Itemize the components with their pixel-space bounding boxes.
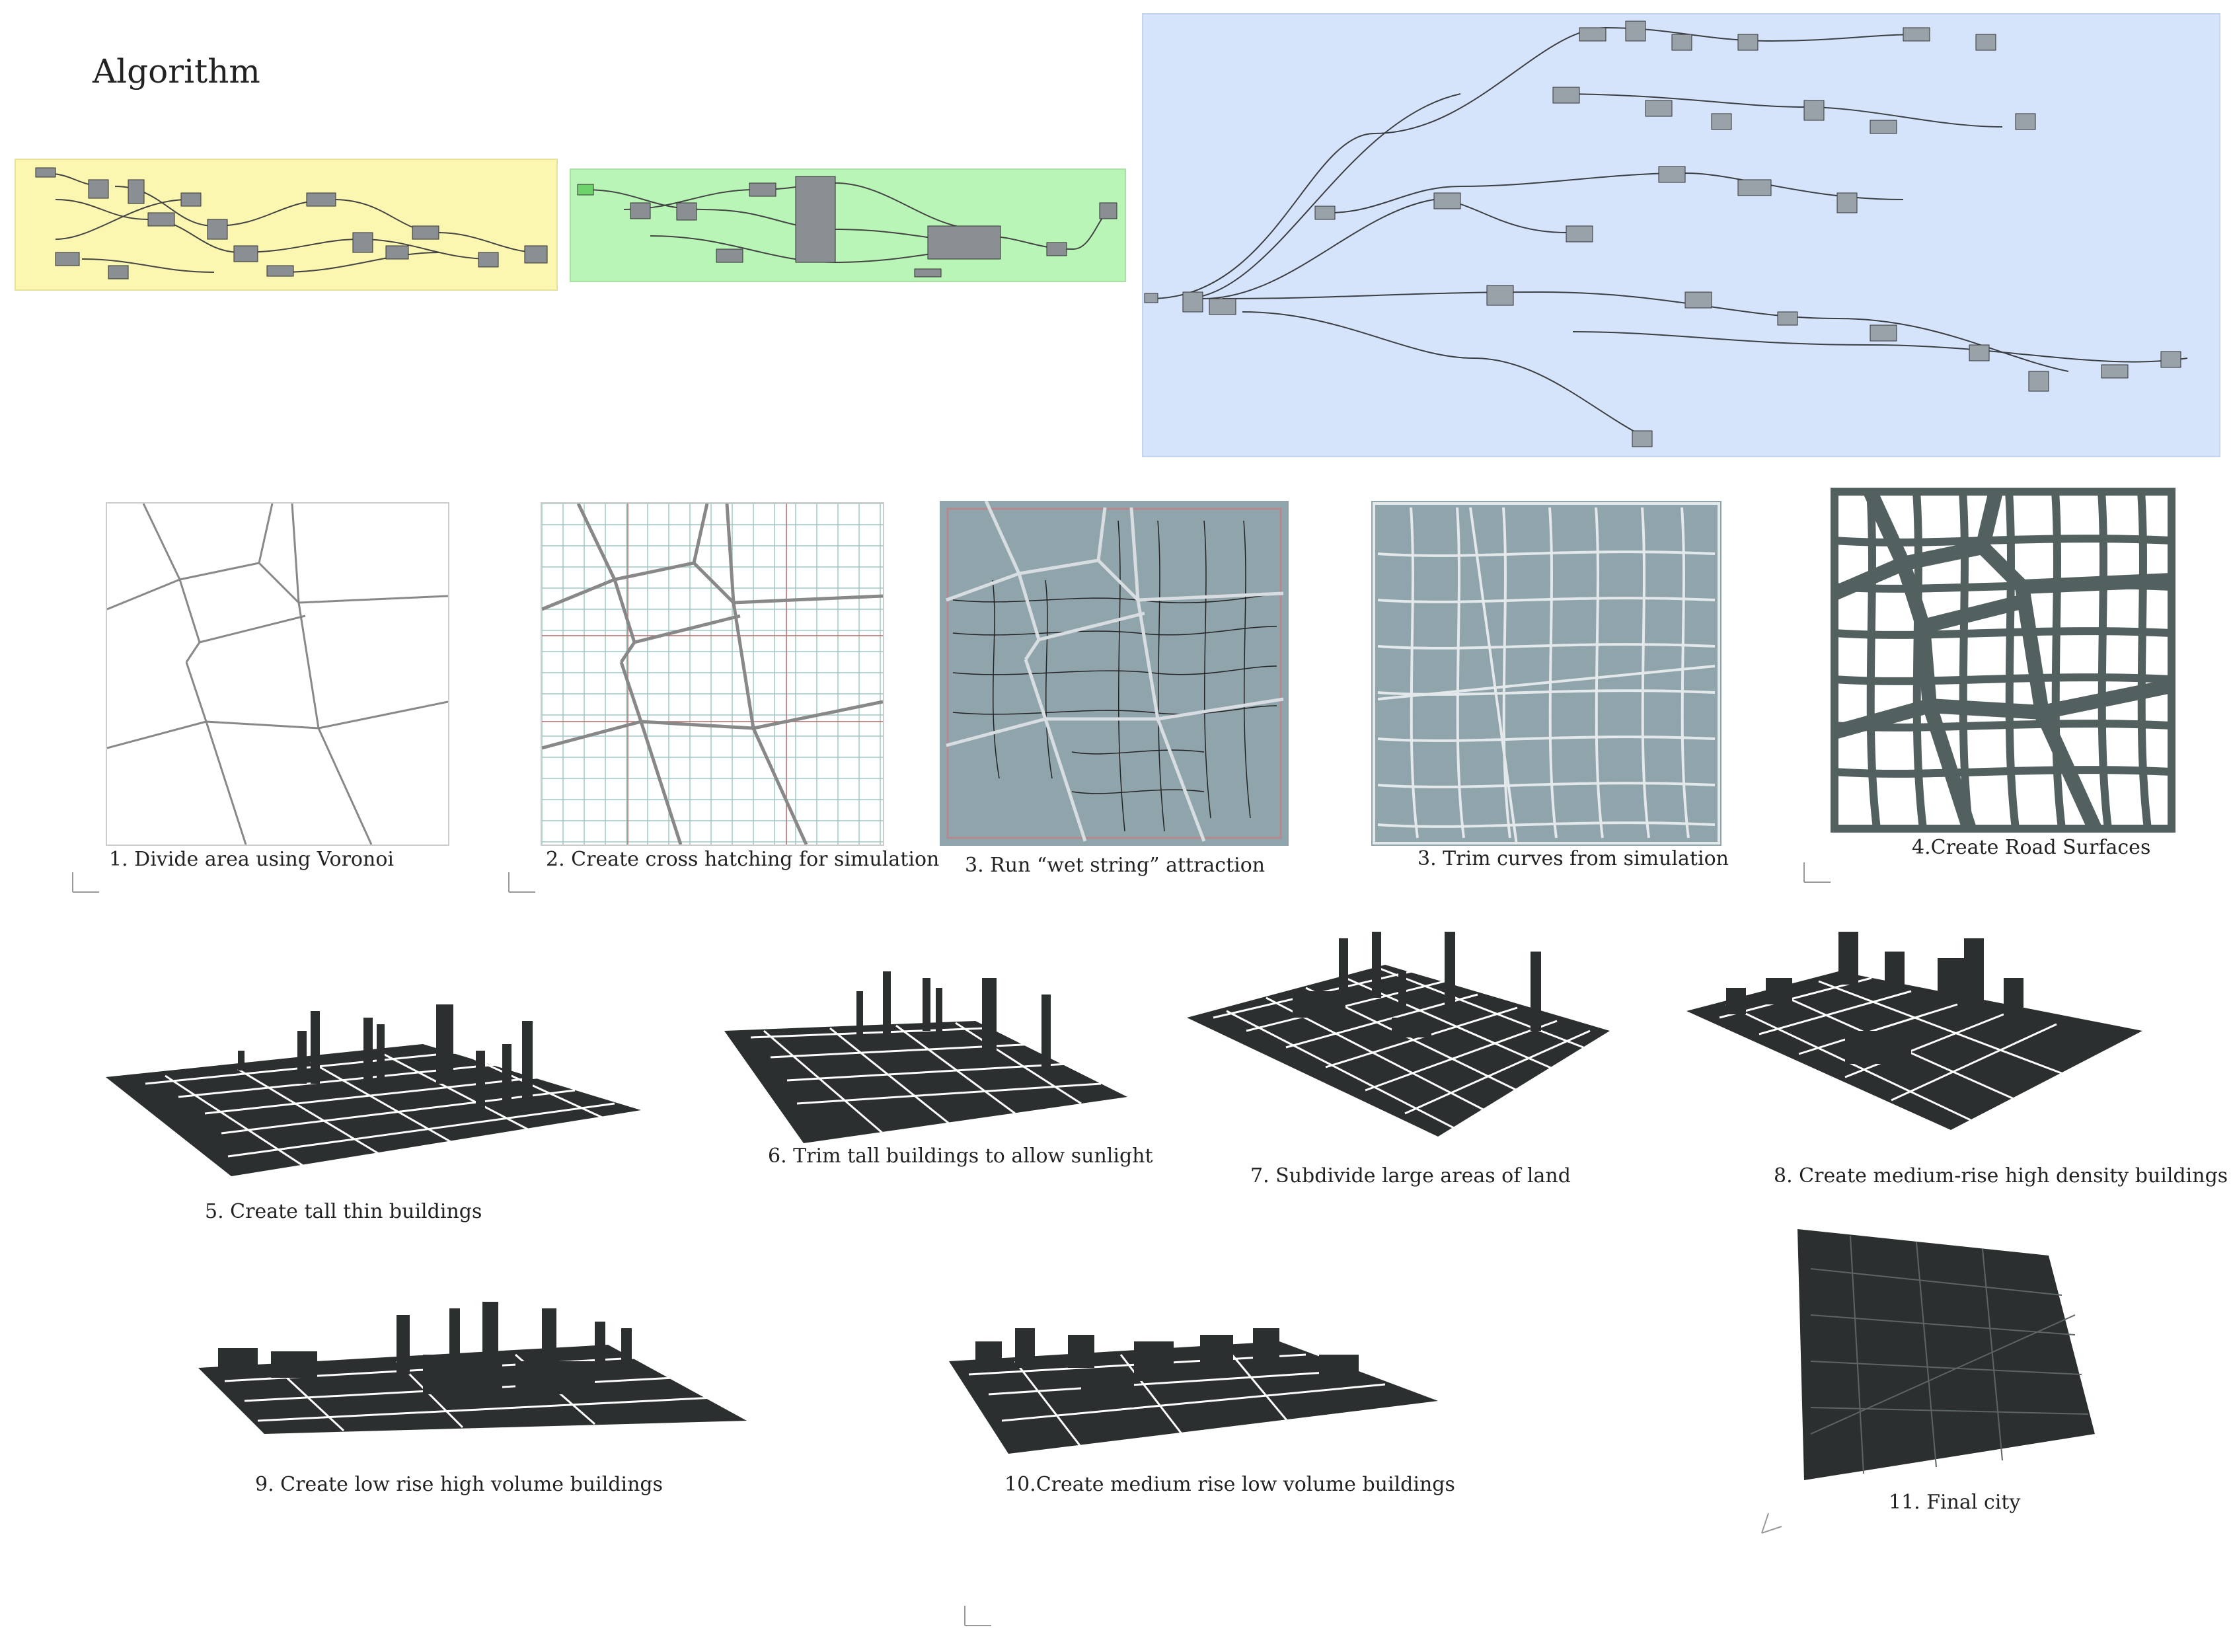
step-5-caption: 5. Create tall thin buildings — [205, 1200, 482, 1223]
step-11-caption: 11. Final city — [1889, 1491, 2021, 1514]
node-graph-green-group[interactable] — [570, 169, 1126, 282]
step-3-trim-curves-thumbnail — [1371, 501, 1721, 846]
node-graph-yellow-svg — [35, 167, 548, 280]
step-11-final-city-thumbnail — [1784, 1216, 2101, 1480]
step-1-caption: 1. Divide area using Voronoi — [109, 848, 394, 871]
step-8-caption: 8. Create medium-rise high density build… — [1774, 1164, 2228, 1187]
step-5-tall-thin-buildings-thumbnail — [106, 991, 648, 1189]
step-10-medium-rise-low-volume-thumbnail — [949, 1322, 1438, 1460]
node-graph-green-svg — [577, 176, 1117, 278]
step-6-caption: 6. Trim tall buildings to allow sunlight — [768, 1145, 1153, 1168]
axis-gizmo-icon — [66, 866, 106, 899]
step-9-caption: 9. Create low rise high volume buildings — [255, 1473, 663, 1496]
step-2-cross-hatching-thumbnail — [541, 502, 884, 846]
step-3-wet-string-thumbnail — [940, 501, 1289, 846]
node-graph-yellow-group[interactable] — [15, 159, 558, 291]
step-8-medium-rise-high-density-thumbnail — [1686, 925, 2142, 1137]
step-7-caption: 7. Subdivide large areas of land — [1250, 1164, 1571, 1187]
node-graph-blue-svg — [1144, 20, 2188, 447]
axis-gizmo-icon — [1755, 1507, 1795, 1540]
step-4-caption: 4.Create Road Surfaces — [1912, 836, 2151, 859]
step-2-caption: 2. Create cross hatching for simulation — [546, 848, 940, 871]
step-3b-caption: 3. Trim curves from simulation — [1418, 847, 1729, 870]
step-7-subdivide-land-thumbnail — [1187, 932, 1610, 1156]
step-10-caption: 10.Create medium rise low volume buildin… — [1004, 1473, 1455, 1496]
node-graph-blue-canvas[interactable] — [1142, 13, 2220, 457]
step-1-voronoi-thumbnail — [106, 502, 449, 846]
step-6-trim-tall-buildings-thumbnail — [724, 965, 1134, 1143]
axis-gizmo-icon — [502, 866, 542, 899]
step-4-road-surfaces-thumbnail — [1831, 488, 2175, 833]
axis-gizmo-icon — [958, 1599, 998, 1632]
step-3a-caption: 3. Run “wet string” attraction — [965, 854, 1266, 877]
page-title: Algorithm — [93, 52, 260, 91]
step-9-low-rise-high-volume-thumbnail — [198, 1295, 753, 1447]
axis-gizmo-icon — [1797, 856, 1837, 889]
